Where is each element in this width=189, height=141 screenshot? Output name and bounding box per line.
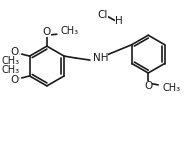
Text: CH₃: CH₃	[162, 83, 180, 93]
Text: O: O	[11, 75, 19, 85]
Text: O: O	[144, 81, 152, 91]
Text: H: H	[115, 16, 122, 26]
Text: NH: NH	[93, 53, 108, 63]
Text: O: O	[11, 47, 19, 57]
Text: CH₃: CH₃	[2, 65, 20, 75]
Text: Cl: Cl	[97, 10, 108, 20]
Text: CH₃: CH₃	[61, 26, 79, 36]
Text: CH₃: CH₃	[2, 56, 20, 66]
Text: O: O	[43, 27, 51, 37]
